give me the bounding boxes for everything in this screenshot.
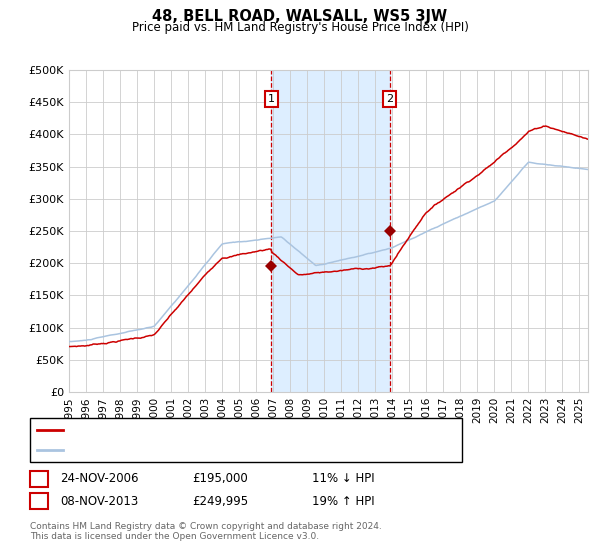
Text: 24-NOV-2006: 24-NOV-2006 — [60, 472, 139, 486]
Text: 11% ↓ HPI: 11% ↓ HPI — [312, 472, 374, 486]
Text: 2: 2 — [386, 94, 394, 104]
Text: 48, BELL ROAD, WALSALL, WS5 3JW (detached house): 48, BELL ROAD, WALSALL, WS5 3JW (detache… — [67, 425, 349, 435]
Text: Contains HM Land Registry data © Crown copyright and database right 2024.
This d: Contains HM Land Registry data © Crown c… — [30, 522, 382, 542]
Bar — [271, 70, 390, 392]
Text: 48, BELL ROAD, WALSALL, WS5 3JW: 48, BELL ROAD, WALSALL, WS5 3JW — [152, 9, 448, 24]
Text: 1: 1 — [268, 94, 275, 104]
Text: 08-NOV-2013: 08-NOV-2013 — [60, 494, 138, 508]
Text: £249,995: £249,995 — [192, 494, 248, 508]
Text: Price paid vs. HM Land Registry's House Price Index (HPI): Price paid vs. HM Land Registry's House … — [131, 21, 469, 34]
Text: 19% ↑ HPI: 19% ↑ HPI — [312, 494, 374, 508]
Text: 2: 2 — [35, 494, 43, 508]
Text: £195,000: £195,000 — [192, 472, 248, 486]
Text: 1: 1 — [35, 472, 43, 486]
Text: HPI: Average price, detached house, Walsall: HPI: Average price, detached house, Wals… — [67, 445, 297, 455]
